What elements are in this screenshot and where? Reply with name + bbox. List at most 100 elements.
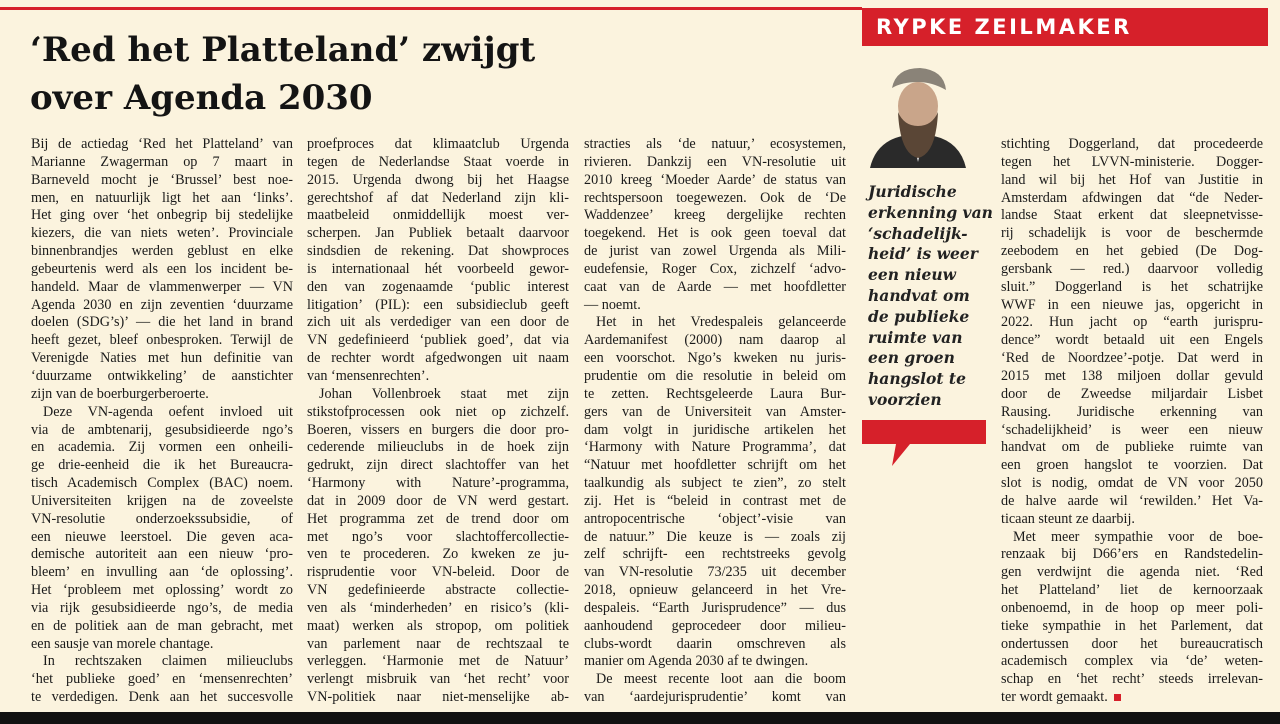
text-line: In rechtszaken claimen milieuclubs — [43, 653, 293, 670]
headline-line: ‘Red het Platteland’ zwijgt — [30, 30, 536, 70]
text-line: caat van de Aarde — met hoofdletter — [584, 278, 846, 295]
text-line: eudefensie, Roger Cox, zichzelf ‘advo- — [584, 260, 846, 277]
text-line: rechtspersoon toegewezen. Ook de ‘De — [584, 189, 846, 206]
text-line: risprudentie voor VN-beleid. Door de — [307, 564, 569, 581]
text-line: stichting Doggerland, dat procedeerde — [1001, 136, 1263, 152]
text-line: de rechter wordt afgedwongen uit naam — [307, 350, 569, 367]
text-line: schap en ‘het recht’ steeds irrelevan- — [1001, 671, 1263, 688]
text-line: ondertussen door het bureaucratisch — [1001, 635, 1263, 652]
author-banner: RYPKE ZEILMAKER — [862, 8, 1268, 46]
text-line: te zetten. Rechtsgeleerde Laura Bur- — [584, 385, 846, 402]
text-line: gen verdwijnt die agenda niet. ‘Red — [1001, 564, 1263, 581]
text-line: Het in het Vredespaleis gelanceerde — [596, 314, 846, 331]
text-line: maatbeleid onmiddellijk moest ver- — [307, 207, 569, 224]
text-line: proefproces dat klimaatclub Urgenda — [307, 136, 569, 152]
text-line: maat) werken als stropop, om politiek — [307, 617, 569, 634]
text-line: men, en natuurlijk ligt het aan ‘links’. — [31, 189, 293, 206]
text-line: 2018, opnieuw gelanceerd in het Vre- — [584, 582, 846, 599]
text-line: Verenigde Naties met hun definitie van — [31, 350, 293, 367]
text-line: ge drie-eenheid die ik het Bureaucra- — [31, 457, 293, 474]
text-line: Boeren, vissers en burgers die door pro- — [307, 421, 569, 438]
text-line: prudentie om die resolutie in beleid om — [584, 367, 846, 384]
text-line: handeld. Maar de vlammenwerper — VN — [31, 278, 293, 295]
text-line: het Platteland’ liet de kernoorzaak — [1001, 582, 1263, 599]
text-line: gersbank — red.) daarvoor volledig — [1001, 260, 1263, 277]
text-line: een voorschot. Ngo’s kweken nu juris- — [584, 350, 846, 367]
text-line: VN gedefinieerde abstracte collectie- — [307, 582, 569, 599]
text-line: taalkundig als subject te zien”, zo stel… — [584, 475, 846, 492]
text-line: ‘duurzame ontwikkeling’ de aanstichter — [31, 367, 293, 384]
pull-quote: Juridische erkenning van ‘schadelijk-heid’… — [868, 182, 998, 411]
text-line: kiezers, die van niets weten’. Provincia… — [31, 225, 293, 242]
text-line: Aardemanifest (2000) nam daarop al — [584, 332, 846, 349]
text-line: VN gedefinieerd ‘publiek goed’, dat via — [307, 332, 569, 349]
quote-line: een nieuw — [868, 265, 957, 285]
text-line: gedrukt, zijn direct slachtoffer van het — [307, 457, 569, 474]
text-line: Deze VN-agenda oefent invloed uit — [43, 403, 293, 420]
text-line: Marianne Zwagerman op 7 maart in — [31, 153, 293, 170]
text-line: WWF in een nieuwe jas, opgericht in — [1001, 296, 1263, 313]
text-line: van VN-resolutie 73/235 uit december — [584, 564, 846, 581]
quote-line: voorzien — [868, 389, 942, 409]
text-line: scherpen. Jan Publiek betaalt daarvoor — [307, 225, 569, 242]
quote-line: de publieke — [868, 306, 970, 326]
text-line: de jurist van zowel Urgenda als Mili- — [584, 243, 846, 260]
text-line: antropocentrische ‘object’-visie van — [584, 510, 846, 527]
text-line: een sausje van morele chantage. — [31, 635, 214, 652]
text-line: ‘Red de Noordzee’-potje. Dat werd in — [1001, 350, 1263, 367]
text-line: en academia. Zij vormen een onheili- — [31, 439, 293, 456]
text-line: cederende milieuclubs in de hoek zijn — [307, 439, 569, 456]
text-line: een groen hangslot te voorzien. Dat — [1001, 457, 1263, 474]
text-line: handvat om de publieke ruimte van — [1001, 439, 1263, 456]
quote-line: een groen — [868, 348, 955, 368]
text-line: dam volgt in juridische artikelen het — [584, 421, 846, 438]
text-line: ‘het publieke goed’ en ‘mensenrechten’ — [31, 671, 293, 688]
text-line: Johan Vollenbroek staat met zijn — [319, 385, 569, 402]
text-line: ‘Harmony with Nature’-programma, — [307, 475, 569, 492]
text-line: Barneveld mocht je ‘Brussel’ best noe- — [31, 171, 293, 188]
text-line: “Natuur met hoofdletter schrijft om het — [584, 457, 846, 474]
text-line: gebeurtenis werd als een los incident be… — [31, 260, 293, 277]
text-line: clubs-wordt daarin omschreven als — [584, 635, 846, 652]
text-line: gerechtshof af dat Nederland zijn kli- — [307, 189, 569, 206]
text-line: door de Zweedse miljardair Lisbet — [1001, 385, 1263, 402]
text-line: 2010 kreeg ‘Moeder Aarde’ de status van — [584, 171, 846, 188]
text-line: zich uit als verdediger van een door de — [307, 314, 569, 331]
text-line: tieke sympathie in het Parlement, dat — [1001, 617, 1263, 634]
text-line: sindsdien de rekening. Dat showproces — [307, 243, 569, 260]
text-column: proefproces dat klimaatclub Urgenda tegen… — [307, 136, 569, 707]
text-line: stikstofprocessen ook niet op zichzelf. — [307, 403, 569, 420]
text-line: 2022. Hun jacht op “earth jurispru- — [1001, 314, 1263, 331]
text-line: een nieuwe leerstoel. Die geven aca- — [31, 528, 293, 545]
text-line: Waddenzee’ kreeg dergelijke rechten — [584, 207, 846, 224]
text-line: litigation’ (PIL): een subsidieclub geef… — [307, 296, 569, 313]
text-line: zijn van de boerburgerberoerte. — [31, 385, 209, 402]
text-line: van ‘mensenrechten’. — [307, 367, 430, 384]
quote-line: ruimte van — [868, 327, 963, 347]
text-line: ticaan steunt ze daarbij. — [1001, 510, 1135, 527]
text-line: dence” wordt betaald uit een Engels — [1001, 332, 1263, 349]
quote-line: handvat om — [868, 285, 970, 305]
text-line: de natuur.” Die keuze is — zoals zij — [584, 528, 846, 545]
text-line: Het ‘probleem met oplossing’ wordt zo — [31, 582, 293, 599]
text-column: Bij de actiedag ‘Red het Platteland’ van… — [31, 136, 293, 707]
text-line: via de ambtenarij, gesubsidieerde ngo’s — [31, 421, 293, 438]
text-line: — noemt. — [584, 296, 641, 313]
text-line: en de politiek aan de man gebracht, met — [31, 617, 293, 634]
quote-line: hangslot te — [868, 369, 966, 389]
text-line: dat in 2009 door de VN werd gestart. — [307, 492, 569, 509]
text-line: den van zogenaamde ‘public interest — [307, 278, 569, 295]
text-line: Het programma zet de trend door om — [307, 510, 569, 527]
bottom-rule — [0, 712, 1280, 724]
text-line: land wil bij het Hof van Justitie in — [1001, 171, 1263, 188]
text-line: tisch Academisch Complex (BAC) noem. — [31, 475, 293, 492]
text-line: verleggen. ‘Harmonie met de Natuur’ — [307, 653, 569, 670]
text-line: stracties als ‘de natuur,’ ecosystemen, — [584, 136, 846, 152]
quote-line: ‘schadelijk- — [868, 223, 968, 243]
text-line: demische autoriteit aan een nieuw ‘pro- — [31, 546, 293, 563]
text-line: Agenda 2030 en zijn zeventien ‘duurzame — [31, 296, 293, 313]
text-line: slot is nodig, omdat de VN voor 2050 — [1001, 475, 1263, 492]
text-line: renzaak bij D66’ers en Randstedelin- — [1001, 546, 1263, 563]
text-line: VN-resolutie onderzoekssubsidie, of — [31, 510, 293, 527]
